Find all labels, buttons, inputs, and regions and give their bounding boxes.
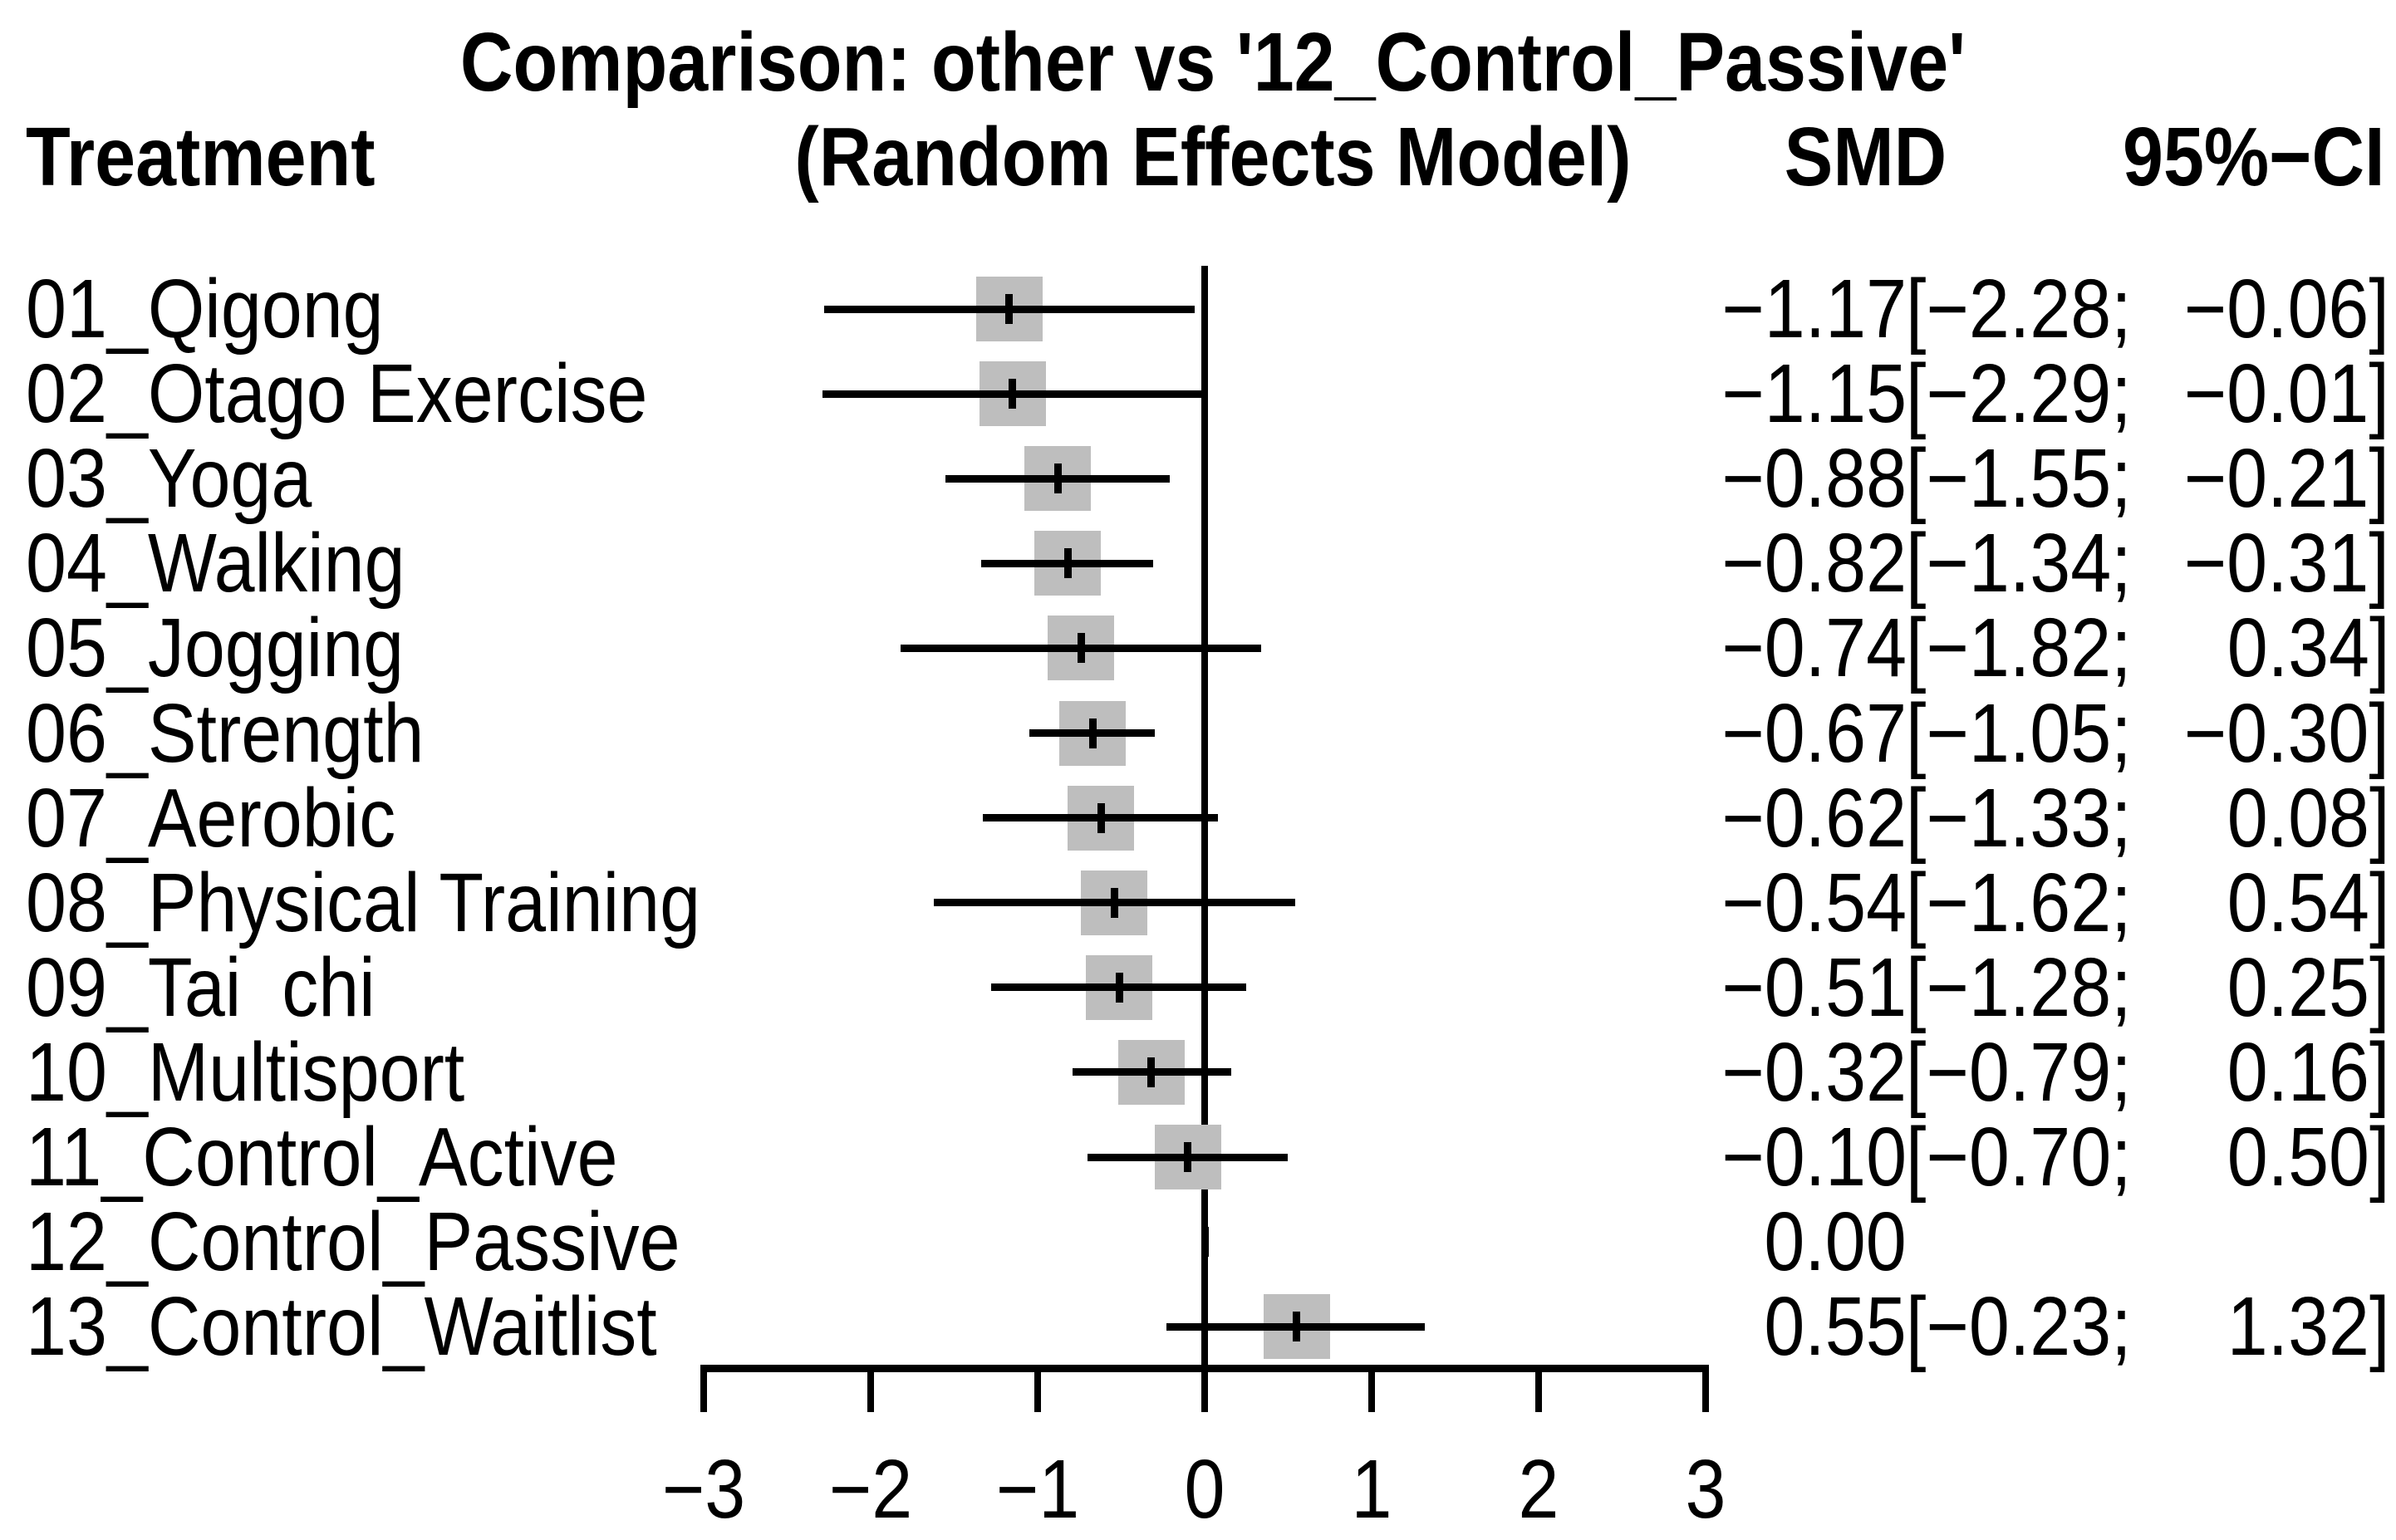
axis-tick: [1034, 1368, 1041, 1412]
ci-upper-value: 0.08]: [2227, 771, 2389, 865]
ci-lower-value: [−1.55;: [1906, 432, 2132, 526]
point-estimate-marker: [1053, 463, 1062, 494]
smd-value: −0.54: [1721, 856, 1907, 949]
axis-tick: [700, 1368, 707, 1412]
point-estimate-marker: [1293, 1312, 1301, 1342]
axis-tick: [1368, 1368, 1375, 1412]
point-estimate-marker: [1184, 1142, 1192, 1172]
column-header-smd: SMD: [1784, 110, 1947, 204]
axis-tick: [867, 1368, 874, 1412]
point-estimate-marker: [1077, 633, 1085, 664]
treatment-label: 13_Control_Waitlist: [26, 1280, 657, 1374]
smd-value: −0.51: [1721, 940, 1907, 1034]
axis-tick: [1702, 1368, 1709, 1412]
axis-tick: [1535, 1368, 1542, 1412]
treatment-label: 04_Walking: [26, 517, 405, 611]
treatment-label: 09_Tai chi: [26, 940, 376, 1034]
point-estimate-marker: [1097, 802, 1105, 833]
point-estimate-marker: [1005, 294, 1014, 324]
treatment-label: 10_Multisport: [26, 1025, 465, 1119]
smd-value: −0.82: [1721, 517, 1907, 611]
treatment-label: 02_Otago Exercise: [26, 347, 648, 441]
column-header-treatment: Treatment: [26, 110, 376, 204]
ci-upper-value: −0.30]: [2183, 686, 2389, 780]
smd-value: −0.88: [1721, 432, 1907, 526]
point-estimate-marker: [1147, 1057, 1156, 1087]
column-header-ci: 95%−CI: [2123, 110, 2385, 204]
treatment-label: 01_Qigong: [26, 262, 384, 356]
chart-title: Comparison: other vs '12_Control_Passive…: [459, 16, 1966, 109]
axis-tick-label: 0: [1184, 1443, 1225, 1536]
treatment-label: 03_Yoga: [26, 432, 312, 526]
ci-lower-value: [−0.23;: [1906, 1280, 2132, 1374]
smd-value: −0.32: [1721, 1025, 1907, 1119]
smd-value: 0.55: [1764, 1280, 1907, 1374]
smd-value: −0.10: [1721, 1111, 1907, 1204]
ci-lower-value: [−2.29;: [1906, 347, 2132, 441]
ci-lower-value: [−0.79;: [1906, 1025, 2132, 1119]
smd-value: −0.67: [1721, 686, 1907, 780]
ci-lower-value: [−0.70;: [1906, 1111, 2132, 1204]
ci-upper-value: −0.01]: [2183, 347, 2389, 441]
treatment-label: 05_Jogging: [26, 601, 405, 695]
ci-upper-value: 0.34]: [2227, 601, 2389, 695]
ci-upper-value: 0.54]: [2227, 856, 2389, 949]
smd-value: −0.62: [1721, 771, 1907, 865]
treatment-label: 11_Control_Active: [26, 1111, 618, 1204]
point-estimate-marker: [1110, 887, 1118, 918]
ci-upper-value: −0.31]: [2183, 517, 2389, 611]
treatment-label: 12_Control_Passive: [26, 1195, 680, 1289]
chart-subtitle: (Random Effects Model): [794, 110, 1632, 204]
ci-lower-value: [−1.62;: [1906, 856, 2132, 949]
axis-tick: [1201, 1368, 1208, 1412]
point-estimate-marker: [1063, 548, 1072, 579]
treatment-label: 07_Aerobic: [26, 771, 396, 865]
treatment-label: 06_Strength: [26, 686, 425, 780]
axis-tick-label: −2: [828, 1443, 913, 1536]
point-estimate-marker: [1115, 972, 1123, 1003]
ci-upper-value: 0.25]: [2227, 940, 2389, 1034]
axis-tick-label: −1: [995, 1443, 1080, 1536]
ci-lower-value: [−1.28;: [1906, 940, 2132, 1034]
ci-lower-value: [−2.28;: [1906, 262, 2132, 356]
axis-tick-label: 2: [1518, 1443, 1559, 1536]
point-estimate-marker: [1009, 379, 1017, 410]
axis-tick-label: −3: [661, 1443, 746, 1536]
axis-tick-label: 1: [1351, 1443, 1392, 1536]
smd-value: −1.17: [1721, 262, 1907, 356]
point-estimate-marker: [1200, 1227, 1209, 1258]
axis-tick-label: 3: [1685, 1443, 1726, 1536]
ci-lower-value: [−1.82;: [1906, 601, 2132, 695]
smd-value: −1.15: [1721, 347, 1907, 441]
ci-upper-value: 1.32]: [2227, 1280, 2389, 1374]
smd-value: −0.74: [1721, 601, 1907, 695]
ci-upper-value: 0.50]: [2227, 1111, 2389, 1204]
treatment-label: 08_Physical Training: [26, 856, 701, 949]
point-estimate-marker: [1088, 718, 1097, 748]
ci-lower-value: [−1.34;: [1906, 517, 2132, 611]
ci-lower-value: [−1.33;: [1906, 771, 2132, 865]
ci-upper-value: 0.16]: [2227, 1025, 2389, 1119]
ci-lower-value: [−1.05;: [1906, 686, 2132, 780]
ci-upper-value: −0.06]: [2183, 262, 2389, 356]
ci-upper-value: −0.21]: [2183, 432, 2389, 526]
smd-value: 0.00: [1764, 1195, 1907, 1289]
